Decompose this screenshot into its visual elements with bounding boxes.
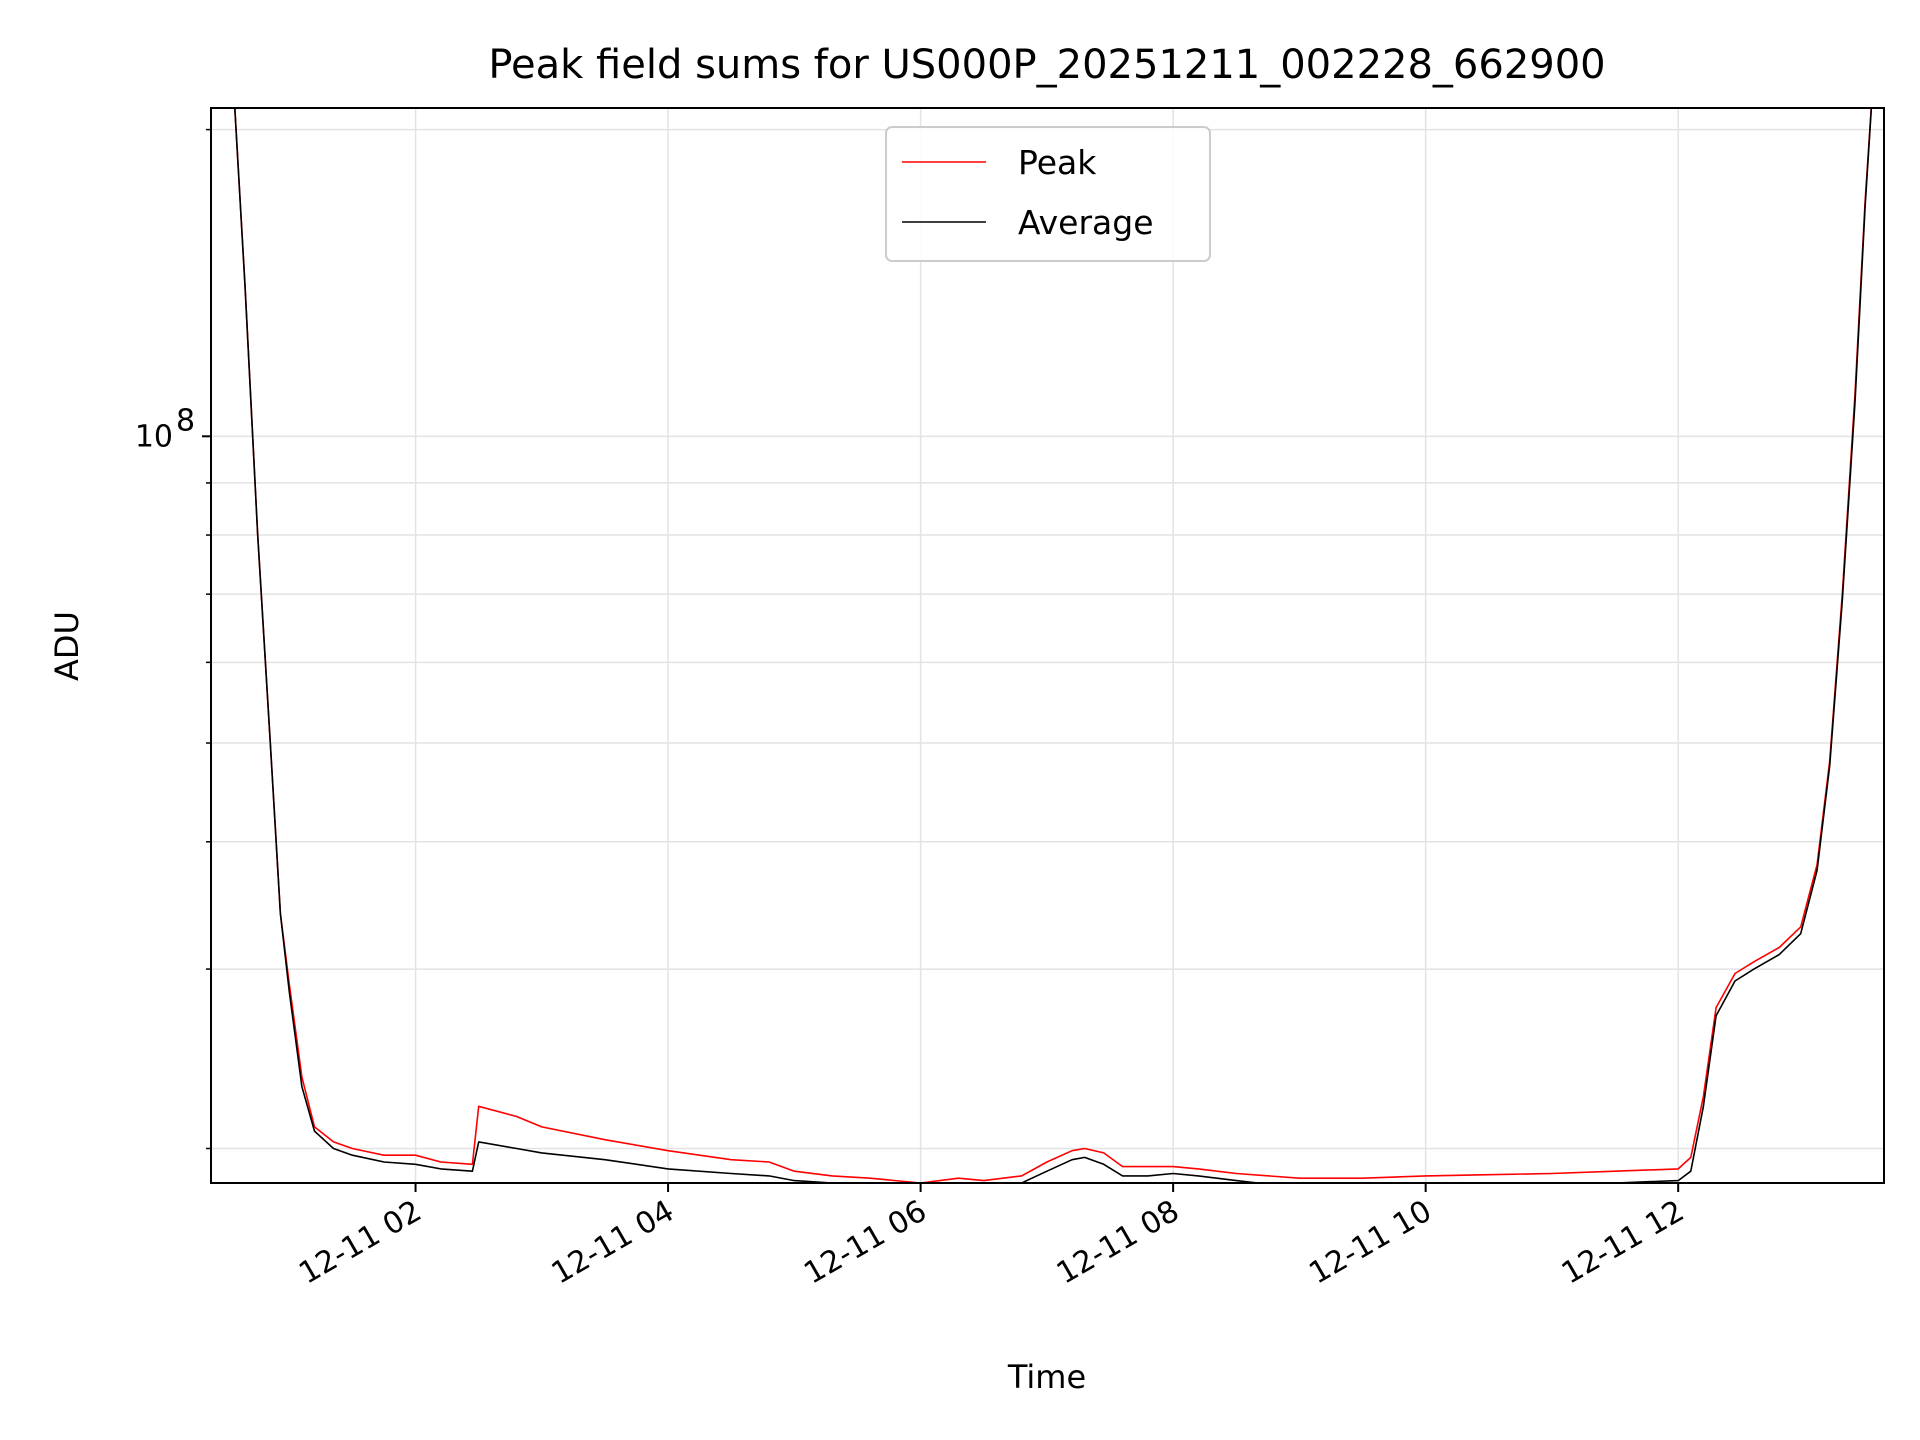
y-axis-label: ADU xyxy=(48,611,86,681)
y-tick-label-exponent: 8 xyxy=(176,403,195,438)
legend-label-peak: Peak xyxy=(1018,143,1097,182)
plot-frame xyxy=(210,107,1885,1184)
x-axis-label: Time xyxy=(1007,1358,1086,1396)
y-tick-label: 10 xyxy=(135,419,173,454)
series-layer xyxy=(234,108,1873,1183)
series-line-peak xyxy=(234,108,1873,1183)
legend: Peak Average xyxy=(885,126,1211,262)
series-line-average xyxy=(234,108,1873,1183)
legend-label-average: Average xyxy=(1018,203,1154,242)
chart-title: Peak field sums for US000P_20251211_0022… xyxy=(488,42,1605,88)
legend-box xyxy=(885,126,1211,262)
